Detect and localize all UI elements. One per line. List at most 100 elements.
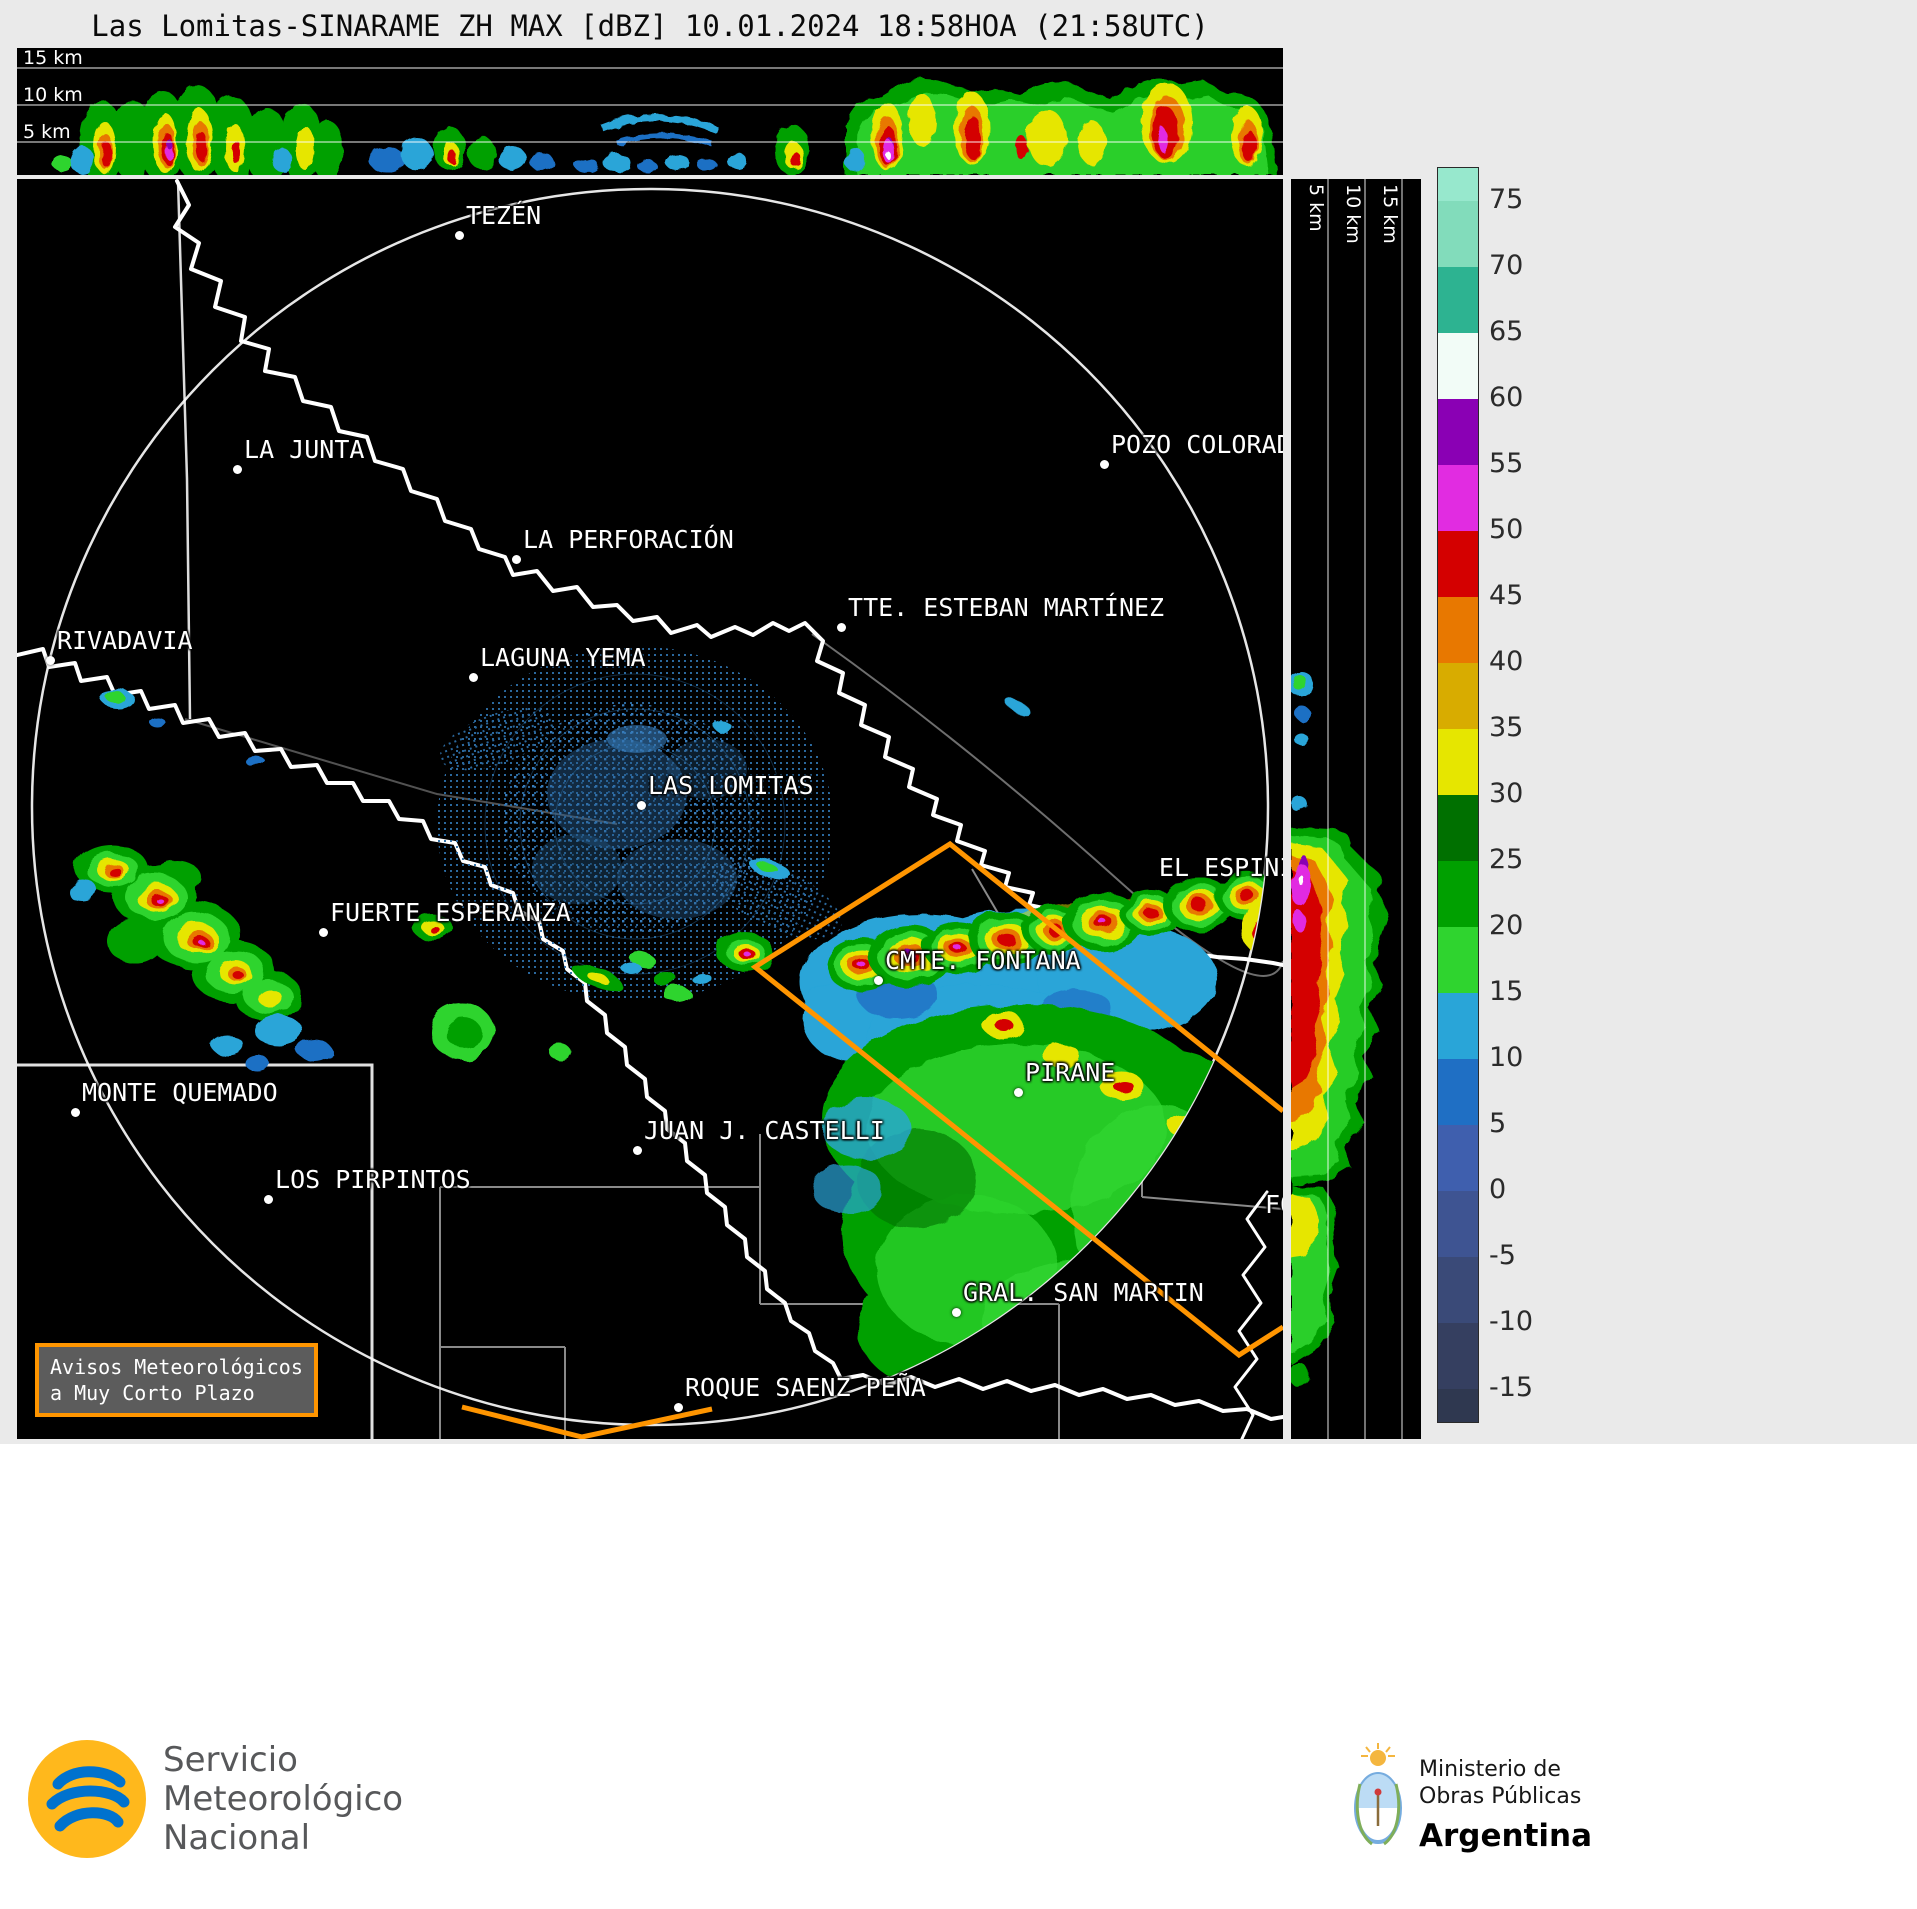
height-label-10km: 10 km: [23, 84, 83, 106]
colorbar-tick-35: 35: [1489, 712, 1524, 743]
height-label-10km-side: 10 km: [1342, 184, 1364, 244]
cross-section-top-panel: 15 km 10 km 5 km: [17, 48, 1283, 175]
ministry-line1: Ministerio de: [1419, 1757, 1561, 1782]
city-label: FORMOSA: [1265, 1190, 1283, 1220]
city-dot: [454, 230, 464, 240]
top-echoes: [52, 78, 1277, 175]
height-label-15km: 15 km: [23, 48, 83, 69]
colorbar-segment-9: [1438, 795, 1478, 861]
height-label-5km-side: 5 km: [1305, 184, 1327, 232]
colorbar-tick--5: -5: [1489, 1240, 1516, 1271]
colorbar-tick-75: 75: [1489, 184, 1524, 215]
colorbar-tick-45: 45: [1489, 580, 1524, 611]
city-label: LOS PIRPINTOS: [275, 1164, 471, 1194]
warning-legend-line2: a Muy Corto Plazo: [50, 1381, 255, 1405]
smn-logo-block: Servicio Meteorológico Nacional: [28, 1740, 403, 1858]
ministry-logo-block: Ministerio de Obras Públicas Argentina: [1352, 1742, 1592, 1854]
colorbar-segment-10: [1438, 861, 1478, 927]
colorbar-tick-50: 50: [1489, 514, 1524, 545]
city-label: CMTE. FONTANA: [885, 945, 1081, 975]
city-label: EL ESPINILLO: [1158, 853, 1283, 883]
ministry-line2: Obras Públicas: [1419, 1784, 1582, 1809]
city-label: GRAL. SAN MARTIN: [962, 1277, 1204, 1307]
clutter-speckle: [437, 646, 842, 1002]
city-labels-layer: TEZÉN LA JUNTA POZO COLORADO LA PERFORACIÓN…: [17, 179, 1283, 1439]
colorbar-segment-4: [1438, 465, 1478, 531]
city-label: LAGUNA YEMA: [480, 642, 646, 672]
river-south: [17, 647, 1283, 1421]
colorbar-tick--15: -15: [1489, 1372, 1534, 1403]
radar-map-plot: [17, 179, 1283, 1439]
colorbar-tick-25: 25: [1489, 844, 1524, 875]
river-north: [173, 179, 1283, 967]
warning-legend-line1: Avisos Meteorológicos: [50, 1355, 303, 1379]
smn-wordmark: Servicio Meteorológico Nacional: [163, 1739, 404, 1858]
warning-polygon: [461, 840, 1283, 1439]
radar-map-panel: TEZÉN LA JUNTA POZO COLORADO LA PERFORACIÓN…: [17, 179, 1283, 1439]
colorbar-cap-bottom: [1438, 1389, 1478, 1422]
smn-line1: Servicio: [163, 1739, 298, 1780]
city-label: PIRANE: [1025, 1057, 1116, 1087]
city-dot: [469, 672, 478, 682]
colorbar-tick-10: 10: [1489, 1042, 1524, 1073]
colorbar-tick--10: -10: [1489, 1306, 1534, 1337]
ministry-country: Argentina: [1419, 1818, 1592, 1854]
colorbar-tick-5: 5: [1489, 1108, 1507, 1139]
footer: Servicio Meteorológico Nacional: [0, 1444, 1917, 1909]
city-dot: [70, 1108, 80, 1118]
rivers: [17, 179, 1283, 1439]
colorbar-segment-7: [1438, 663, 1478, 729]
colorbar-tick-70: 70: [1489, 250, 1524, 281]
top-cross-section-plot: [17, 67, 1283, 175]
city-dot: [837, 623, 847, 633]
height-gridlines-vertical: [1327, 179, 1403, 1439]
city-dot: [1014, 1087, 1024, 1097]
city-label: LA JUNTA: [244, 435, 365, 465]
colorbar-segment-6: [1438, 597, 1478, 663]
colorbar-segment-2: [1438, 333, 1478, 399]
colorbar-tick-65: 65: [1489, 316, 1524, 347]
right-cross-section-plot: [1291, 179, 1403, 1439]
city-label: LAS LOMITAS: [648, 770, 814, 800]
colorbar-tick-0: 0: [1489, 1174, 1507, 1205]
city-dot: [951, 1307, 961, 1317]
side-echoes: [1291, 671, 1389, 1387]
warning-legend-box: Avisos Meteorológicos a Muy Corto Plazo: [35, 1343, 318, 1417]
colorbar-segment-1: [1438, 267, 1478, 333]
city-label: FUERTE ESPERANZA: [329, 897, 571, 927]
height-label-15km-side: 15 km: [1379, 184, 1401, 244]
city-label: TTE. ESTEBAN MARTÍNEZ: [848, 593, 1165, 623]
city-dot: [1099, 460, 1109, 469]
height-gridlines: [17, 67, 1283, 143]
city-dot: [233, 465, 243, 475]
smn-line2: Meteorológico: [163, 1778, 404, 1819]
cross-section-right-panel: 5 km 10 km 15 km: [1291, 179, 1421, 1439]
city-dot: [46, 655, 56, 665]
coat-of-arms-icon: [1354, 1743, 1402, 1846]
radar-range-circle: [30, 187, 1270, 1427]
colorbar-segment-8: [1438, 729, 1478, 795]
city-label: RIVADAVIA: [57, 625, 193, 655]
city-dot: [874, 975, 883, 985]
city-label: JUAN J. CASTELLI: [643, 1115, 885, 1145]
colorbar-segment-13: [1438, 1059, 1478, 1125]
city-label: TEZÉN: [465, 200, 542, 230]
colorbar-segment-15: [1438, 1191, 1478, 1257]
province-borders: [17, 180, 374, 1439]
colorbar-segment-11: [1438, 927, 1478, 993]
colorbar-tick-40: 40: [1489, 646, 1524, 677]
city-label: POZO COLORADO: [1110, 430, 1283, 459]
city-dot: [632, 1145, 642, 1155]
city-label: LA PERFORACIÓN: [523, 525, 734, 555]
city-dot: [264, 1194, 274, 1204]
river-east: [1233, 1190, 1269, 1439]
colorbar-segment-0: [1438, 201, 1478, 267]
colorbar-segment-12: [1438, 993, 1478, 1059]
colorbar-segment-16: [1438, 1257, 1478, 1323]
height-label-5km: 5 km: [23, 121, 71, 143]
colorbar-tick-55: 55: [1489, 448, 1524, 479]
city-dot: [637, 800, 646, 810]
colorbar-segment-17: [1438, 1323, 1478, 1389]
ministry-wordmark: Ministerio de Obras Públicas Argentina: [1419, 1742, 1592, 1854]
